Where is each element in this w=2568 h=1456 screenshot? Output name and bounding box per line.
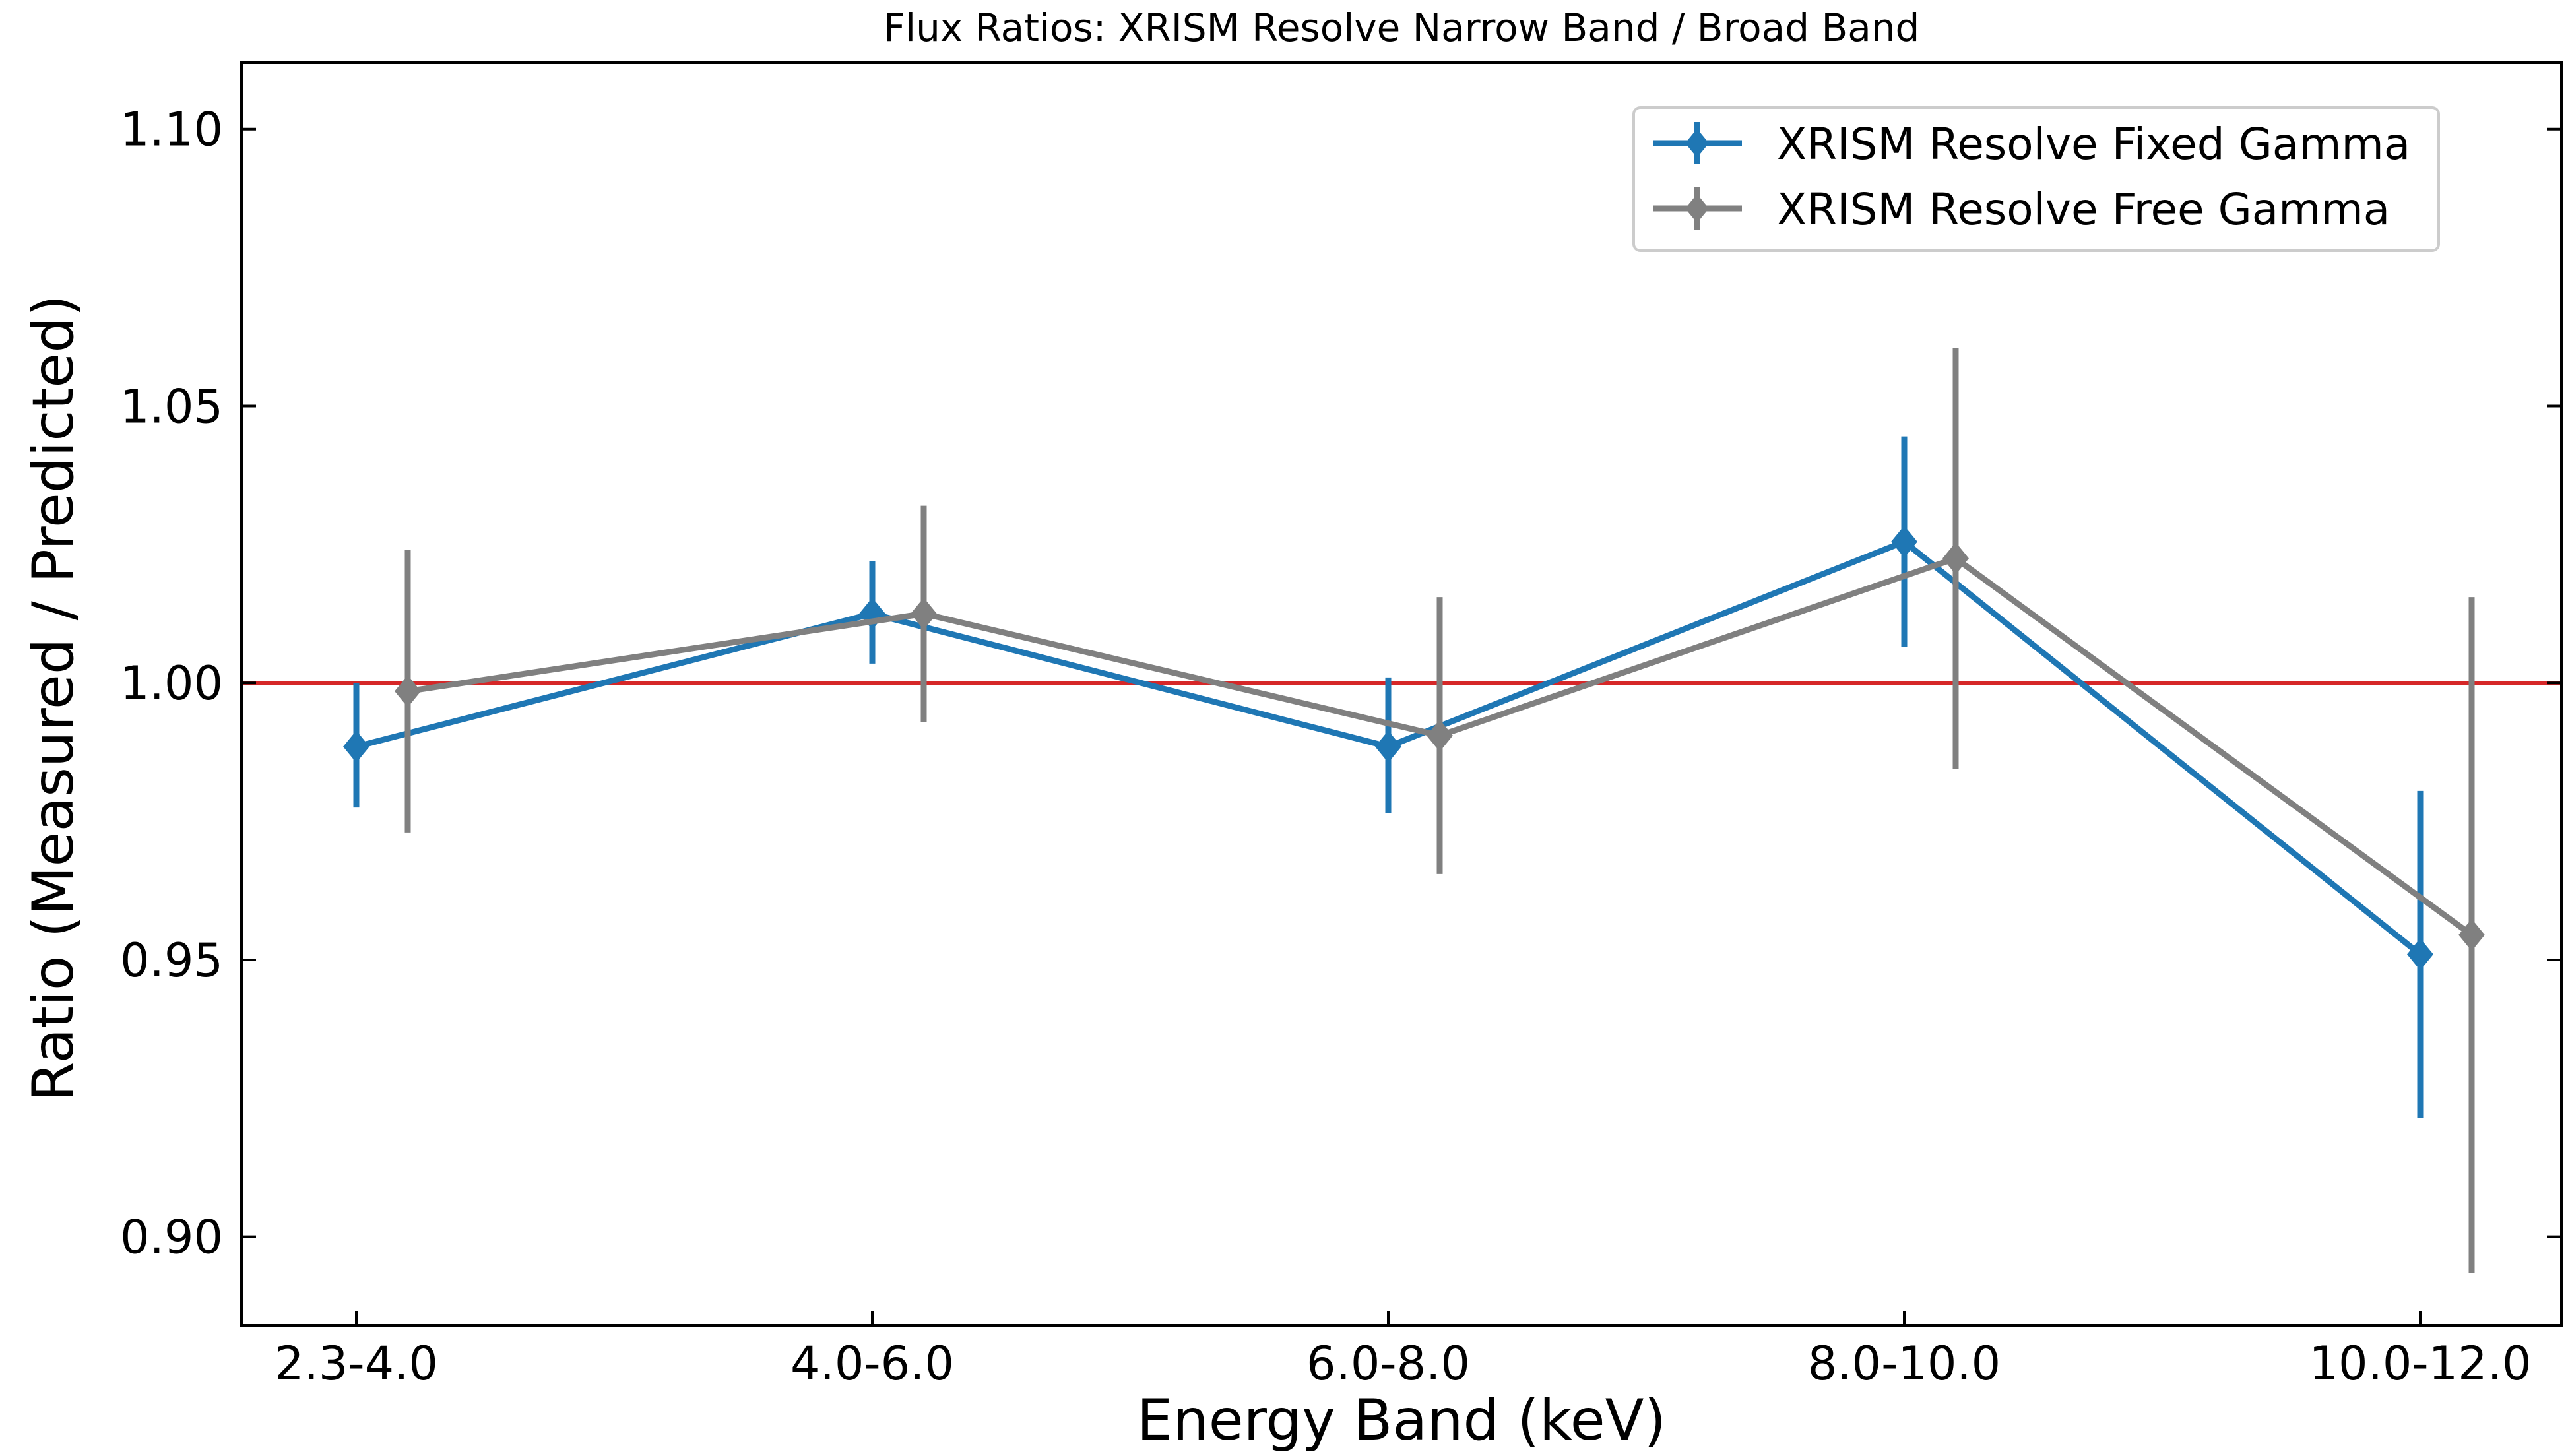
y-tick-label: 1.10 bbox=[120, 103, 223, 157]
legend-marker bbox=[1685, 194, 1709, 223]
data-point bbox=[1427, 719, 1453, 752]
x-tick-label: 4.0-6.0 bbox=[790, 1337, 954, 1391]
x-axis-ticks: 2.3-4.0 4.0-6.0 6.0-8.0 8.0-10.0 10.0-12.0 bbox=[274, 1311, 2531, 1391]
legend-marker bbox=[1685, 129, 1709, 158]
data-point bbox=[343, 730, 369, 763]
data-point bbox=[1942, 542, 1969, 575]
data-point bbox=[1891, 525, 1917, 558]
legend-box bbox=[1632, 106, 2440, 252]
plot-area bbox=[240, 61, 2563, 1327]
x-tick-label: 8.0-10.0 bbox=[1808, 1337, 2001, 1391]
data-point bbox=[395, 675, 421, 708]
legend-item-2: XRISM Resolve Free Gamma bbox=[1653, 184, 2390, 235]
legend-label: XRISM Resolve Fixed Gamma bbox=[1777, 119, 2410, 170]
x-tick-label: 10.0-12.0 bbox=[2309, 1337, 2532, 1391]
legend-item-1: XRISM Resolve Fixed Gamma bbox=[1653, 119, 2410, 170]
data-point bbox=[2458, 918, 2485, 951]
x-tick-label: 2.3-4.0 bbox=[274, 1337, 438, 1391]
plot-frame bbox=[240, 61, 2563, 1327]
legend: XRISM Resolve Fixed Gamma XRISM Resolve F… bbox=[1632, 106, 2440, 252]
legend-label: XRISM Resolve Free Gamma bbox=[1777, 184, 2390, 235]
y-tick-label: 1.00 bbox=[120, 656, 223, 711]
x-axis-label: Energy Band (keV) bbox=[1137, 1387, 1666, 1453]
chart-title: Flux Ratios: XRISM Resolve Narrow Band /… bbox=[883, 5, 1920, 50]
x-tick-label: 6.0-8.0 bbox=[1306, 1337, 1470, 1391]
series-2 bbox=[395, 348, 2485, 1273]
y-axis-ticks: 0.90 0.95 1.00 1.05 1.10 bbox=[120, 103, 2561, 1265]
y-tick-label: 0.95 bbox=[120, 934, 223, 988]
y-axis-label: Ratio (Measured / Predicted) bbox=[20, 295, 86, 1102]
y-tick-label: 1.05 bbox=[120, 379, 223, 433]
data-point bbox=[2407, 938, 2433, 970]
data-point bbox=[911, 597, 937, 630]
data-point bbox=[1375, 730, 1401, 763]
y-tick-label: 0.90 bbox=[120, 1211, 223, 1265]
